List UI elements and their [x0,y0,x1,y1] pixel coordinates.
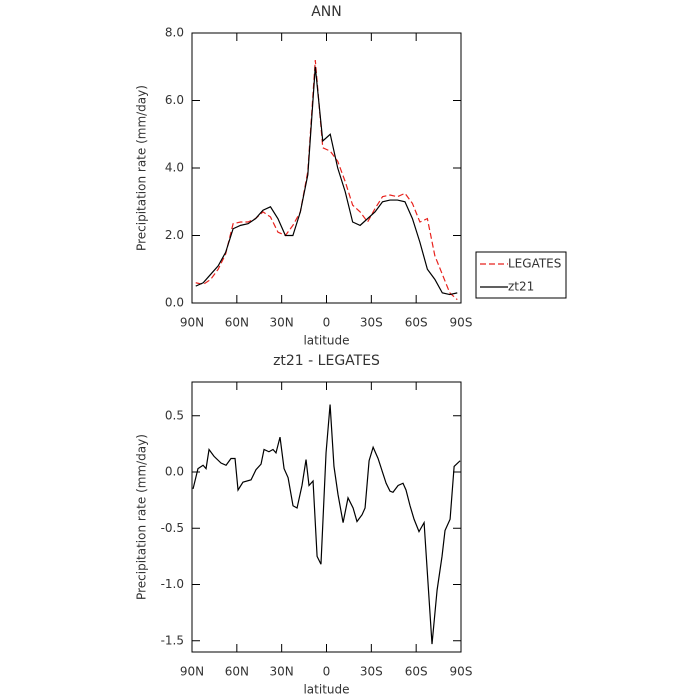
x-tick-label: 30S [360,316,383,330]
x-axis-label: latitude [303,334,349,348]
chart-title: zt21 - LEGATES [273,353,380,369]
y-axis-label: Precipitation rate (mm/day) [135,434,149,600]
x-tick-label: 90N [180,665,204,679]
x-tick-label: 30N [270,316,294,330]
x-tick-label: 0 [323,665,331,679]
x-tick-label: 0 [323,316,331,330]
y-tick-label: 8.0 [165,26,184,40]
x-tick-label: 30S [360,665,383,679]
data-line [192,404,461,645]
legend: LEGATES zt21 [475,251,567,299]
x-tick-label: 60S [405,316,428,330]
data-line [195,66,458,296]
legend-label: LEGATES [508,257,561,271]
y-tick-label: 0.0 [165,465,184,479]
y-tick-label: -1.0 [161,577,184,591]
x-tick-label: 90N [180,316,204,330]
y-tick-label: 0.0 [165,296,184,310]
legend-box [475,251,567,299]
x-tick-label: 90S [450,665,473,679]
plot-frame [191,32,462,304]
chart-title: ANN [311,4,342,20]
x-tick-label: 60S [405,665,428,679]
y-tick-label: 4.0 [165,161,184,175]
y-tick-label: 2.0 [165,228,184,242]
legend-label: zt21 [508,280,534,294]
y-tick-label: -1.5 [161,633,184,647]
x-tick-label: 90S [450,316,473,330]
y-tick-label: 6.0 [165,93,184,107]
x-axis-label: latitude [303,683,349,697]
y-axis-label: Precipitation rate (mm/day) [135,85,149,251]
data-line [195,59,458,301]
x-tick-label: 60N [225,665,249,679]
x-tick-label: 30N [270,665,294,679]
plot-frame [191,381,462,653]
y-tick-label: -0.5 [161,521,184,535]
x-tick-label: 60N [225,316,249,330]
y-tick-label: 0.5 [165,408,184,422]
